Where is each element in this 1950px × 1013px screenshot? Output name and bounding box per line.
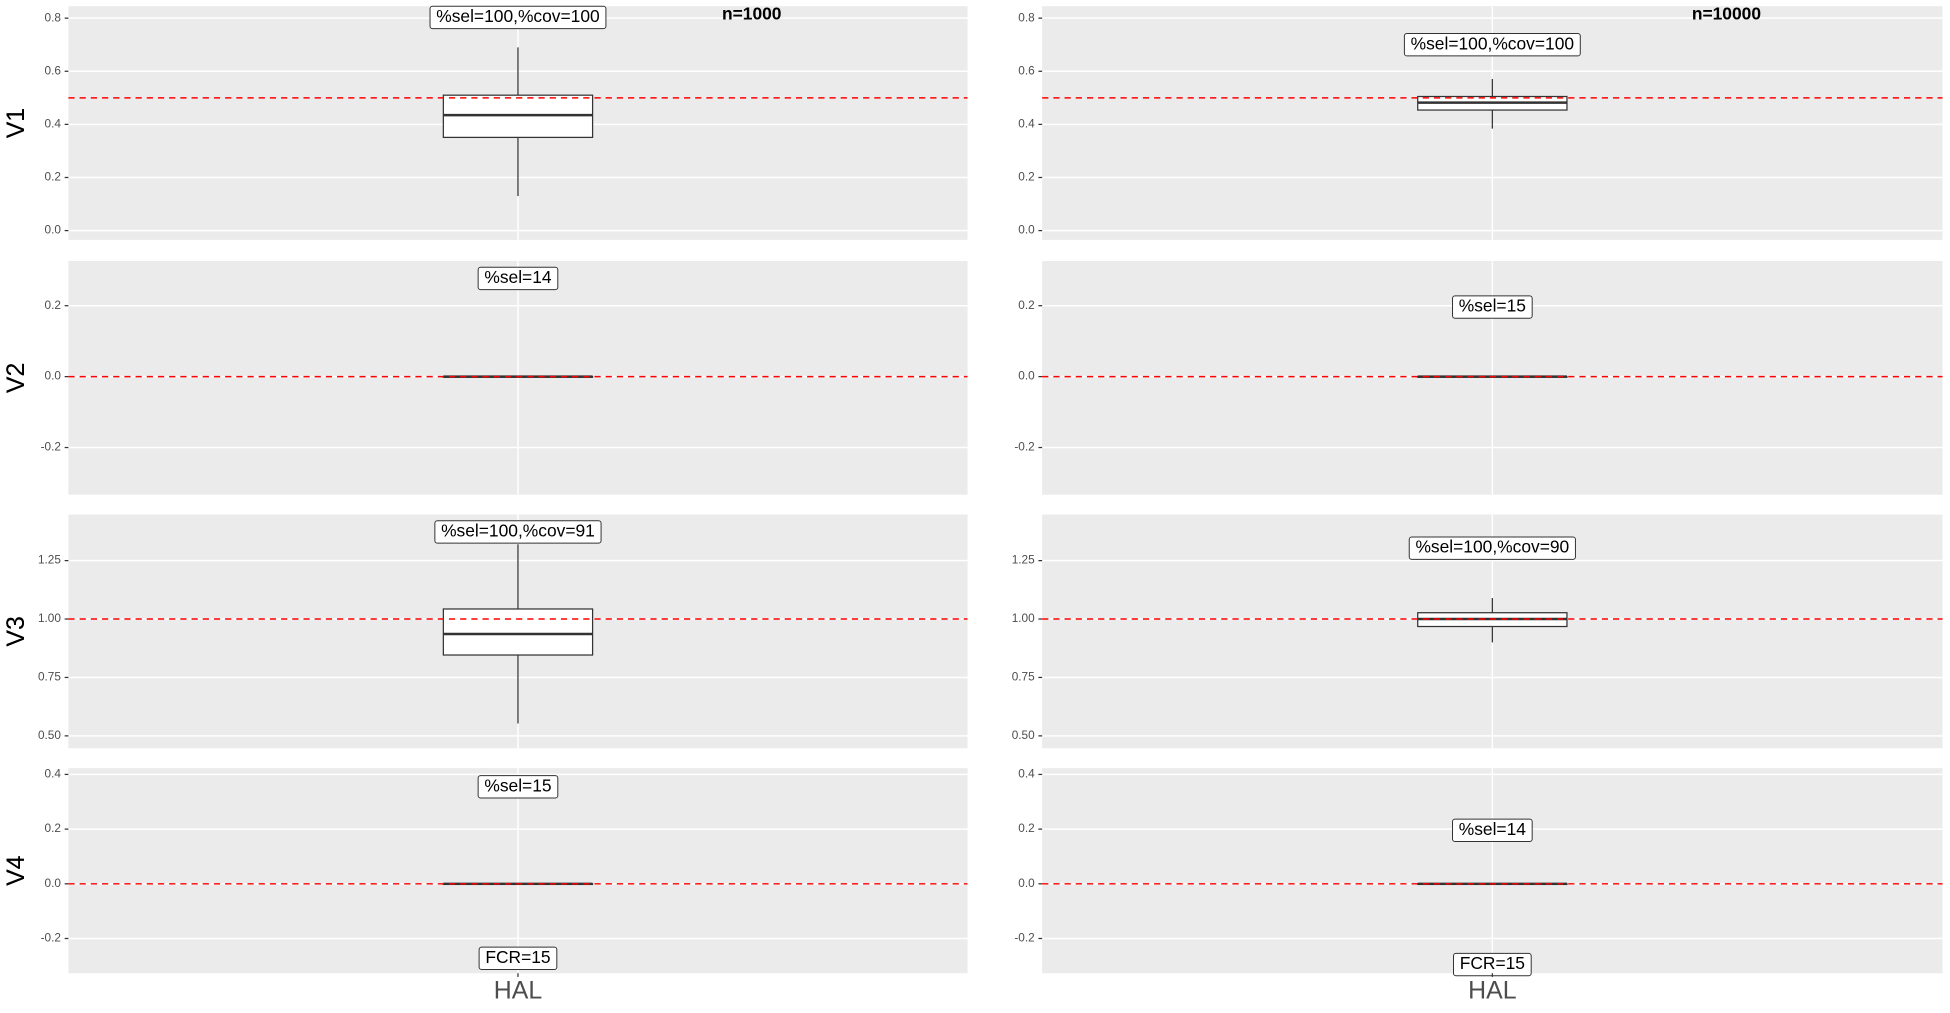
annotation-box bbox=[1403, 33, 1581, 57]
y-tick-label: 0.50 bbox=[38, 728, 61, 742]
y-tick-label: 0.2 bbox=[1018, 298, 1034, 312]
annotation-box bbox=[429, 5, 607, 30]
y-tick-label: 0.0 bbox=[1018, 369, 1035, 383]
y-tick-label: -0.2 bbox=[41, 440, 61, 454]
y-axis-title: V3 bbox=[2, 616, 30, 646]
annotation: %sel=100,%cov=100 bbox=[436, 6, 599, 26]
y-axis-title: V2 bbox=[2, 363, 30, 393]
annotation-box bbox=[477, 775, 559, 799]
panel-title: n=1000 bbox=[722, 4, 781, 24]
y-tick-label: 0.0 bbox=[1018, 876, 1035, 890]
y-axis-title: V1 bbox=[2, 108, 30, 138]
annotation: %sel=14 bbox=[1459, 819, 1527, 839]
y-tick-label: -0.2 bbox=[41, 931, 61, 945]
annotation: %sel=100,%cov=91 bbox=[441, 521, 595, 541]
y-axis-title: V4 bbox=[2, 855, 30, 886]
panel-title: n=10000 bbox=[1692, 4, 1761, 24]
y-tick-label: 1.00 bbox=[38, 611, 61, 625]
y-tick-label: 0.75 bbox=[1012, 670, 1035, 684]
annotation: %sel=100,%cov=90 bbox=[1415, 537, 1569, 557]
box bbox=[442, 608, 594, 656]
x-tick-label: HAL bbox=[494, 976, 542, 1004]
y-tick-label: 0.75 bbox=[38, 670, 61, 684]
y-tick-label: 0.0 bbox=[45, 369, 62, 383]
y-tick-label: 0.4 bbox=[45, 767, 62, 781]
y-tick-label: 0.6 bbox=[45, 63, 62, 77]
y-tick-label: 0.8 bbox=[1018, 10, 1035, 24]
annotation: %sel=15 bbox=[1459, 296, 1526, 316]
y-tick-label: 1.25 bbox=[38, 553, 61, 567]
annotation: %sel=14 bbox=[484, 267, 552, 287]
y-tick-label: 0.0 bbox=[1018, 223, 1035, 237]
y-tick-label: 0.0 bbox=[45, 223, 62, 237]
y-tick-label: 0.2 bbox=[45, 298, 61, 312]
y-tick-label: 1.00 bbox=[1012, 611, 1035, 625]
annotation: %sel=100,%cov=100 bbox=[1411, 33, 1574, 53]
x-tick-label: HAL bbox=[1468, 976, 1516, 1004]
y-tick-label: 0.4 bbox=[45, 117, 62, 131]
y-tick-label: 1.25 bbox=[1012, 553, 1035, 567]
y-axis-title: V3 bbox=[2, 616, 30, 646]
y-tick-label: 0.2 bbox=[45, 821, 61, 835]
footnote: FCR=15 bbox=[1460, 953, 1525, 973]
y-tick-label: 0.8 bbox=[45, 10, 62, 24]
y-axis-title: V2 bbox=[2, 363, 30, 393]
y-axis-title: V4 bbox=[2, 855, 30, 886]
annotation-box bbox=[1408, 536, 1576, 560]
y-tick-label: 0.2 bbox=[45, 170, 61, 184]
y-tick-label: -0.2 bbox=[1014, 931, 1034, 945]
footnote-box bbox=[478, 946, 558, 970]
y-tick-label: 0.0 bbox=[45, 876, 62, 890]
y-tick-label: 0.50 bbox=[1012, 728, 1035, 742]
y-tick-label: 0.4 bbox=[1018, 767, 1035, 781]
footnote: FCR=15 bbox=[485, 947, 550, 967]
annotation-box bbox=[1452, 295, 1533, 319]
annotation: %sel=15 bbox=[484, 775, 551, 795]
annotation-box bbox=[477, 266, 559, 291]
y-axis-title: V1 bbox=[2, 108, 30, 138]
y-tick-label: 0.2 bbox=[1018, 821, 1034, 835]
y-tick-label: -0.2 bbox=[1014, 440, 1034, 454]
y-tick-label: 0.2 bbox=[1018, 170, 1034, 184]
annotation-box bbox=[434, 520, 602, 544]
annotation-box bbox=[1452, 818, 1533, 842]
y-tick-label: 0.4 bbox=[1018, 117, 1035, 131]
y-tick-label: 0.6 bbox=[1018, 63, 1035, 77]
